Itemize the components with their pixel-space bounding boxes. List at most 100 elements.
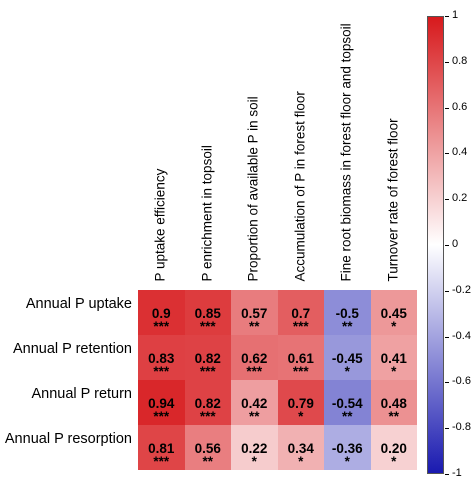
heatmap-cell: 0.42 ** xyxy=(231,380,278,425)
cell-significance: * xyxy=(391,319,397,334)
cell-significance: *** xyxy=(153,319,170,334)
heatmap-cell: 0.20 * xyxy=(370,425,417,470)
cell-value: 0.56 xyxy=(194,441,221,456)
cell-significance: * xyxy=(391,454,397,469)
column-label: Proportion of available P in soil xyxy=(245,96,261,282)
cell-significance: *** xyxy=(153,454,170,469)
cell-value: 0.82 xyxy=(194,351,221,366)
row-label: Annual P uptake xyxy=(25,295,132,312)
colorbar-tick-label: 0.6 xyxy=(452,100,468,113)
heatmap-cell: -0.5 ** xyxy=(324,290,371,335)
colorbar-tick-label: 0.2 xyxy=(452,192,468,205)
heatmap-cell: 0.85 *** xyxy=(184,290,231,335)
colorbar-tick xyxy=(445,16,449,17)
cell-significance: ** xyxy=(248,409,260,424)
cell-significance: *** xyxy=(199,409,216,424)
heatmap-cell: 0.7 *** xyxy=(277,290,324,335)
column-label: Accumulation of P in forest floor xyxy=(292,91,308,282)
colorbar-tick xyxy=(445,245,449,246)
colorbar-tick-label: 1 xyxy=(452,9,459,21)
cell-value: 0.94 xyxy=(148,396,175,411)
heatmap-cell: 0.61 *** xyxy=(277,335,324,380)
cell-value: 0.42 xyxy=(241,396,268,411)
row-label: Annual P resorption xyxy=(4,430,132,447)
cell-value: 0.81 xyxy=(148,441,175,456)
cell-significance: *** xyxy=(199,319,216,334)
row-label: Annual P retention xyxy=(12,340,132,357)
heatmap-cell: 0.22 * xyxy=(231,425,278,470)
cell-value: 0.62 xyxy=(241,351,268,366)
colorbar-tick-label: 0.8 xyxy=(452,54,468,67)
cell-value: 0.82 xyxy=(194,396,221,411)
colorbar-tick-label: -0.6 xyxy=(452,375,471,388)
cell-significance: * xyxy=(344,454,350,469)
cell-significance: ** xyxy=(202,454,213,469)
cell-significance: ** xyxy=(388,409,399,424)
heatmap-cell: 0.41 * xyxy=(370,335,417,380)
column-label: P uptake efficiency xyxy=(152,168,168,282)
heatmap-cell: 0.62 *** xyxy=(231,335,278,380)
cell-value: 0.9 xyxy=(151,306,171,321)
cell-value: 0.79 xyxy=(287,396,314,411)
cell-value: 0.57 xyxy=(241,306,268,321)
heatmap-cell: -0.45 * xyxy=(324,335,371,380)
cell-significance: ** xyxy=(341,319,353,334)
colorbar-tick-label: -0.8 xyxy=(452,421,471,434)
colorbar-tick-label: 0.4 xyxy=(452,146,468,159)
cell-significance: * xyxy=(298,454,304,469)
cell-value: -0.5 xyxy=(335,306,359,321)
column-label: P enrichment in topsoil xyxy=(199,145,215,282)
cell-value: 0.41 xyxy=(380,351,407,366)
cell-value: 0.7 xyxy=(291,306,311,321)
cell-value: 0.45 xyxy=(380,306,407,321)
cell-significance: * xyxy=(344,364,350,379)
heatmap-cell: 0.57 ** xyxy=(231,290,278,335)
colorbar-tick xyxy=(445,382,449,384)
heatmap-cell: -0.54 ** xyxy=(324,380,371,425)
heatmap-cell: -0.36 * xyxy=(324,425,371,470)
heatmap-cell: 0.34 * xyxy=(277,425,324,470)
cell-significance: * xyxy=(298,409,304,424)
colorbar xyxy=(427,16,444,474)
heatmap-cell: 0.79 * xyxy=(277,380,324,425)
cell-value: 0.22 xyxy=(241,441,268,456)
cell-value: -0.36 xyxy=(331,441,363,456)
colorbar-tick xyxy=(445,290,449,292)
colorbar-tick-label: -1 xyxy=(452,467,462,479)
column-label: Fine root biomass in forest floor and to… xyxy=(338,23,354,282)
cell-significance: *** xyxy=(246,364,263,379)
heatmap-cell: 0.94 *** xyxy=(138,380,185,425)
heatmap-cell: 0.56 ** xyxy=(184,425,231,470)
colorbar-tick xyxy=(445,428,449,430)
cell-significance: ** xyxy=(341,409,353,424)
column-label: Turnover rate of forest floor xyxy=(385,118,401,282)
cell-value: 0.83 xyxy=(148,351,175,366)
row-label: Annual P return xyxy=(31,385,133,402)
colorbar-tick-label: -0.4 xyxy=(452,329,471,342)
heatmap-cell: 0.83 *** xyxy=(138,335,185,380)
colorbar-tick-label: 0 xyxy=(452,238,459,250)
heatmap-cell: 0.81 *** xyxy=(138,425,185,470)
colorbar-tick xyxy=(445,336,449,338)
colorbar-tick-label: -0.2 xyxy=(452,283,471,296)
cell-significance: * xyxy=(391,364,397,379)
colorbar-tick xyxy=(445,107,449,109)
heatmap-cell: 0.9 *** xyxy=(138,290,185,335)
cell-significance: *** xyxy=(292,364,309,379)
cell-value: 0.48 xyxy=(380,396,407,411)
heatmap-cell: 0.48 ** xyxy=(370,380,417,425)
colorbar-tick xyxy=(445,153,449,155)
cell-value: 0.61 xyxy=(287,351,314,366)
cell-significance: *** xyxy=(153,364,170,379)
heatmap-cell: 0.82 *** xyxy=(184,335,231,380)
heatmap-cell: 0.82 *** xyxy=(184,380,231,425)
cell-value: 0.20 xyxy=(380,441,407,456)
cell-value: -0.54 xyxy=(331,396,363,411)
colorbar-tick xyxy=(445,199,449,201)
colorbar-tick xyxy=(445,474,449,475)
cell-value: 0.85 xyxy=(194,306,221,321)
cell-significance: *** xyxy=(199,364,216,379)
cell-value: -0.45 xyxy=(331,351,363,366)
cell-significance: ** xyxy=(248,319,260,334)
